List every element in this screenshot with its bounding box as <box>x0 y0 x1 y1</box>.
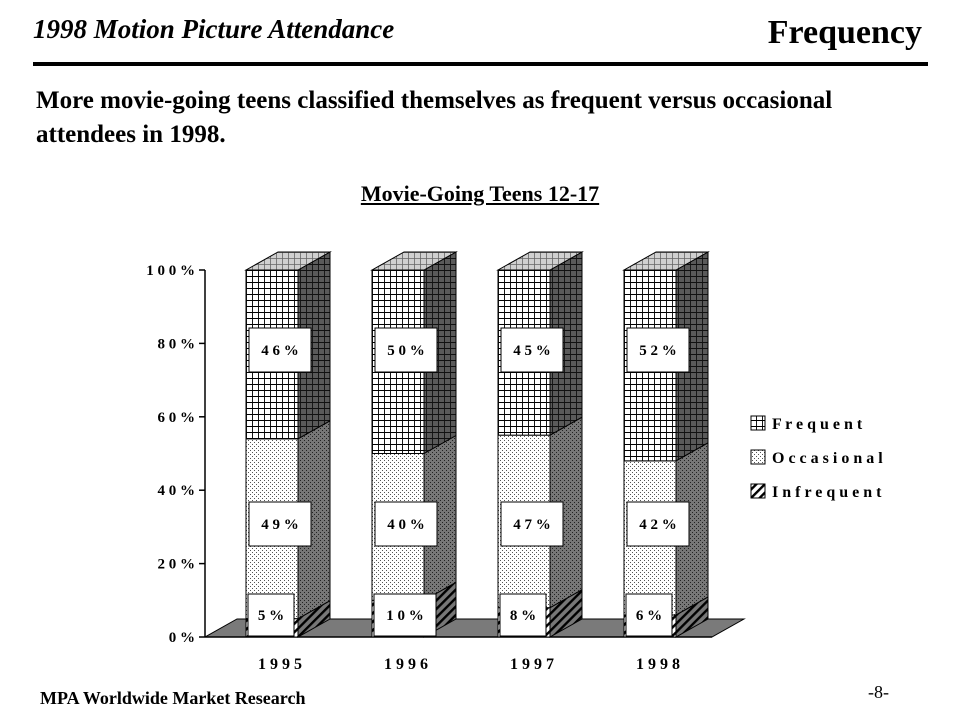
x-tick-label: 1 9 9 6 <box>384 656 428 673</box>
y-tick-label: 4 0 % <box>158 483 196 499</box>
y-tick-label: 0 % <box>169 630 195 646</box>
bar-3 <box>496 251 584 638</box>
section-title: Frequency <box>767 14 922 51</box>
label-box-occasional <box>374 501 438 547</box>
page-number: -8- <box>868 682 889 702</box>
legend: F r e q u e n t O c c a s i o n a l I n f … <box>750 415 883 501</box>
bar-top <box>370 251 458 271</box>
x-tick-label: 1 9 9 7 <box>510 656 554 673</box>
data-label-occasional: 4 2 % <box>639 517 677 533</box>
data-label-occasional: 4 7 % <box>513 517 551 533</box>
x-tick-label: 1 9 9 5 <box>258 656 302 673</box>
chart-title-text: Movie-Going Teens 12-17 <box>360 181 600 206</box>
footer-source: MPA Worldwide Market Research <box>40 688 306 708</box>
label-box-frequent <box>500 327 564 373</box>
y-tick-label: 2 0 % <box>158 557 196 573</box>
bar-2 <box>370 251 458 638</box>
chart-title: Movie-Going Teens 12-17 <box>0 181 960 207</box>
bar-top <box>244 251 332 271</box>
legend-label-occasional: O c c a s i o n a l <box>772 450 883 467</box>
header-rule <box>33 62 928 66</box>
legend-item-occasional: O c c a s i o n a l <box>750 449 883 467</box>
x-tick-label: 1 9 9 8 <box>636 656 680 673</box>
data-label-infrequent: 6 % <box>636 608 662 624</box>
data-label-occasional: 4 0 % <box>387 517 425 533</box>
bar-1 <box>244 251 332 638</box>
data-label-occasional: 4 9 % <box>261 517 299 533</box>
legend-swatch-frequent <box>750 415 766 431</box>
y-tick-label: 6 0 % <box>158 410 196 426</box>
legend-swatch-occasional <box>750 449 766 465</box>
y-tick-label: 1 0 0 % <box>146 263 195 279</box>
label-box-frequent <box>248 327 312 373</box>
label-box-occasional <box>248 501 312 547</box>
header-title: 1998 Motion Picture Attendance <box>33 14 395 44</box>
data-label-infrequent: 8 % <box>510 608 536 624</box>
legend-swatch-infrequent <box>750 483 766 499</box>
legend-label-frequent: F r e q u e n t <box>772 416 863 433</box>
bar-top <box>622 251 710 271</box>
data-label-infrequent: 1 0 % <box>386 608 424 624</box>
label-box-occasional <box>626 501 690 547</box>
data-label-frequent: 4 5 % <box>513 343 551 359</box>
label-box-infrequent <box>625 593 673 637</box>
data-label-frequent: 4 6 % <box>261 343 299 359</box>
data-label-infrequent: 5 % <box>258 608 284 624</box>
label-box-infrequent <box>499 593 547 637</box>
label-box-frequent <box>626 327 690 373</box>
data-label-frequent: 5 2 % <box>639 343 677 359</box>
label-box-occasional <box>500 501 564 547</box>
y-axis: 0 % 2 0 % 4 0 % 6 0 % 8 0 % 1 0 0 % <box>146 263 206 646</box>
bar-top <box>496 251 584 271</box>
legend-item-infrequent: I n f r e q u e n t <box>750 483 882 501</box>
legend-item-frequent: F r e q u e n t <box>750 415 863 433</box>
data-label-frequent: 5 0 % <box>387 343 425 359</box>
label-box-frequent <box>374 327 438 373</box>
legend-label-infrequent: I n f r e q u e n t <box>772 484 882 501</box>
x-axis: 1 9 9 5 1 9 9 6 1 9 9 7 1 9 9 8 <box>258 656 680 673</box>
bars <box>244 251 710 638</box>
data-labels: 5 % 4 9 % 4 6 % 1 0 % 4 0 % 5 0 % 8 % 4 7 % 4 5 … <box>247 327 690 637</box>
bar-4 <box>622 251 710 638</box>
headline: More movie-going teens classified themse… <box>36 87 833 148</box>
label-box-infrequent <box>247 593 295 637</box>
y-tick-label: 8 0 % <box>158 336 196 352</box>
label-box-infrequent <box>373 593 437 637</box>
